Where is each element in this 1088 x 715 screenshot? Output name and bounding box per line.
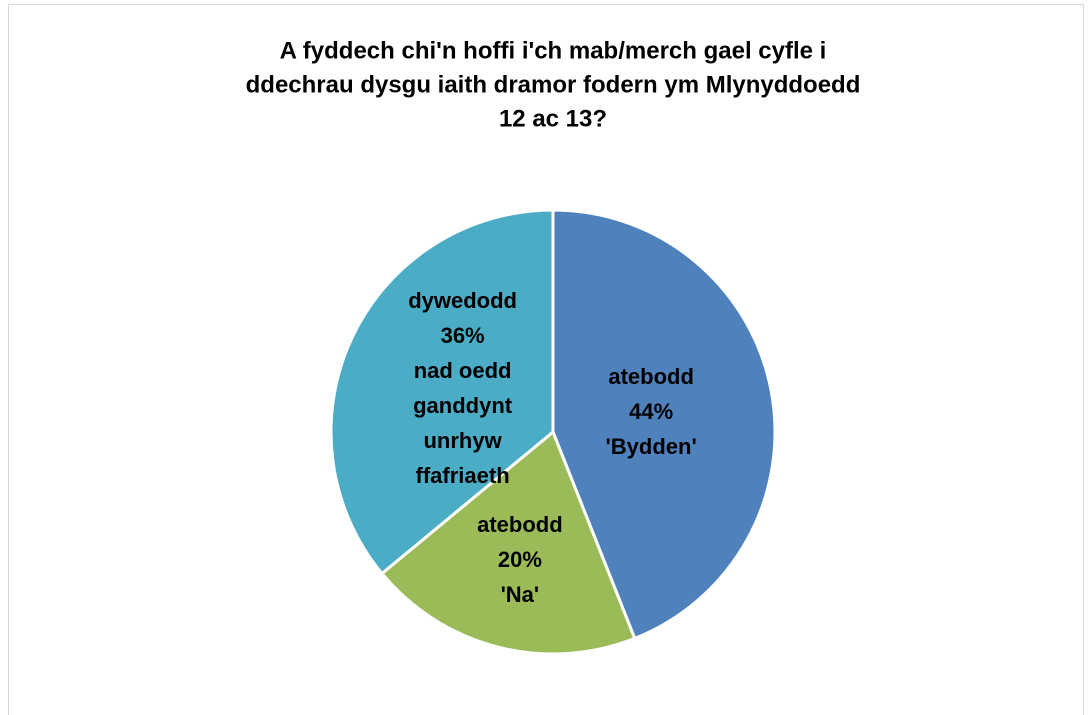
data-label: 'Na' (501, 582, 540, 607)
pie-slice (329, 208, 555, 576)
pie-slice (379, 429, 637, 656)
data-label: 'Bydden' (606, 434, 697, 459)
data-label: atebodd (477, 512, 563, 537)
chart-title: 12 ac 13? (499, 105, 607, 132)
chart-title: A fyddech chi'n hoffi i'ch mab/merch gae… (280, 37, 827, 64)
pie-slice (551, 208, 777, 641)
data-label: 20% (498, 547, 542, 572)
data-label: nad oedd (414, 358, 512, 383)
data-label: atebodd (608, 364, 694, 389)
data-label: dywedodd (408, 288, 517, 313)
data-label: ganddynt (413, 393, 513, 418)
data-label: 36% (441, 323, 485, 348)
data-label: ffafriaeth (416, 463, 510, 488)
data-label: 44% (629, 399, 673, 424)
data-label: unrhyw (423, 428, 502, 453)
chart-title: ddechrau dysgu iaith dramor fodern ym Ml… (246, 71, 861, 98)
